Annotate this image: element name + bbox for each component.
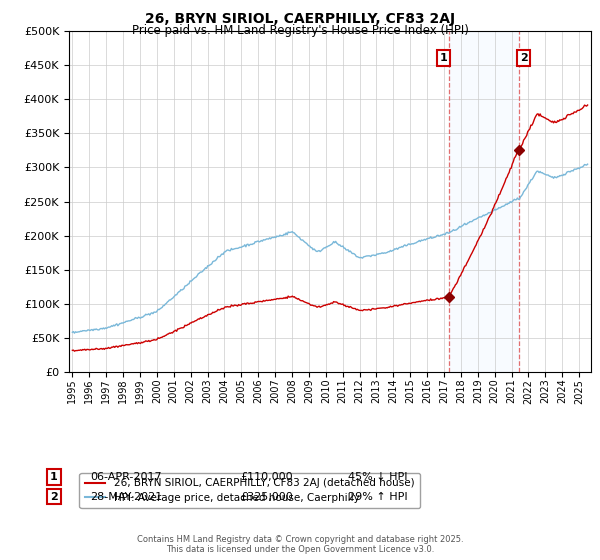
- Text: £325,000: £325,000: [240, 492, 293, 502]
- Text: 1: 1: [440, 53, 448, 63]
- Text: 1: 1: [50, 472, 58, 482]
- Legend: 26, BRYN SIRIOL, CAERPHILLY, CF83 2AJ (detached house), HPI: Average price, deta: 26, BRYN SIRIOL, CAERPHILLY, CF83 2AJ (d…: [79, 473, 419, 508]
- Text: 26, BRYN SIRIOL, CAERPHILLY, CF83 2AJ: 26, BRYN SIRIOL, CAERPHILLY, CF83 2AJ: [145, 12, 455, 26]
- Text: 28-MAY-2021: 28-MAY-2021: [90, 492, 162, 502]
- Text: 45% ↓ HPI: 45% ↓ HPI: [348, 472, 407, 482]
- Text: 29% ↑ HPI: 29% ↑ HPI: [348, 492, 407, 502]
- Text: 2: 2: [50, 492, 58, 502]
- Text: Contains HM Land Registry data © Crown copyright and database right 2025.
This d: Contains HM Land Registry data © Crown c…: [137, 535, 463, 554]
- Bar: [449, 31, 518, 372]
- Text: Price paid vs. HM Land Registry's House Price Index (HPI): Price paid vs. HM Land Registry's House …: [131, 24, 469, 36]
- Text: 06-APR-2017: 06-APR-2017: [90, 472, 161, 482]
- Text: 2: 2: [520, 53, 527, 63]
- Text: £110,000: £110,000: [240, 472, 293, 482]
